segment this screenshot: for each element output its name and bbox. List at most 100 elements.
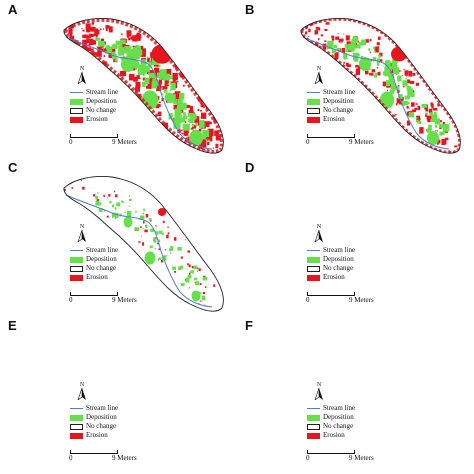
deposition-patch — [135, 210, 137, 213]
erosion-patch — [73, 45, 76, 48]
erosion-patch — [449, 123, 450, 125]
erosion-patch — [154, 67, 159, 71]
erosion-patch — [94, 29, 100, 35]
deposition-patch — [111, 54, 117, 59]
legend-swatch-no-change — [307, 107, 320, 114]
erosion-patch — [115, 217, 117, 219]
erosion-patch — [215, 143, 219, 149]
erosion-patch — [325, 22, 330, 25]
erosion-patch — [167, 226, 169, 228]
deposition-patch — [140, 215, 145, 220]
erosion-patch — [334, 54, 339, 59]
deposition-patch — [112, 53, 116, 57]
deposition-patch — [105, 45, 110, 50]
erosion-patch — [317, 27, 321, 31]
deposition-patch — [153, 74, 155, 76]
deposition-patch — [134, 67, 137, 70]
erosion-patch — [96, 199, 100, 202]
panel-label-b: B — [245, 2, 255, 17]
erosion-patch — [128, 38, 131, 41]
deposition-patch — [114, 207, 117, 210]
legend-item-deposition: Deposition — [70, 413, 118, 422]
erosion-patch — [410, 102, 415, 107]
deposition-patch — [415, 117, 418, 120]
deposition-patch — [177, 117, 184, 123]
deposition-patch — [185, 277, 190, 283]
erosion-patch — [91, 214, 92, 216]
legend-label-stream: Stream line — [323, 246, 356, 254]
erosion-patch — [126, 30, 132, 37]
deposition-patch — [155, 82, 159, 86]
erosion-patch — [378, 36, 381, 40]
north-arrow: N — [313, 66, 474, 226]
deposition-patch — [163, 89, 168, 93]
erosion-patch — [138, 241, 141, 243]
deposition-patch — [136, 49, 143, 56]
deposition-patch — [189, 271, 192, 273]
deposition-patch — [202, 129, 210, 137]
erosion-patch — [175, 92, 181, 100]
erosion-patch — [157, 111, 162, 117]
erosion-patch — [331, 38, 335, 41]
erosion-patch — [174, 65, 178, 69]
erosion-patch — [142, 242, 145, 246]
deposition-patch — [148, 61, 154, 66]
deposition-patch — [402, 80, 408, 87]
deposition-patch — [120, 39, 126, 45]
erosion-patch — [93, 194, 96, 197]
erosion-patch — [190, 127, 194, 130]
erosion-patch — [181, 132, 183, 134]
erosion-patch — [95, 32, 99, 37]
erosion-patch — [365, 39, 369, 43]
erosion-patch — [144, 106, 146, 109]
erosion-patch — [66, 41, 68, 45]
scale-start-label: 0 — [306, 296, 310, 304]
deposition-patch — [132, 46, 136, 51]
deposition-patch — [203, 135, 207, 140]
erosion-patch — [285, 33, 286, 35]
erosion-patch — [101, 48, 104, 51]
erosion-patch — [161, 260, 164, 263]
deposition-patch — [188, 274, 191, 276]
deposition-patch — [177, 247, 182, 251]
erosion-patch — [135, 81, 141, 88]
erosion-patch — [63, 47, 65, 50]
deposition-patch — [199, 116, 202, 118]
erosion-patch — [100, 38, 104, 42]
erosion-patch — [200, 110, 202, 112]
deposition-patch — [148, 218, 152, 221]
erosion-patch — [343, 33, 345, 35]
scale-end-label: 9 Meters — [112, 454, 137, 462]
deposition-patch — [111, 212, 116, 217]
erosion-patch — [207, 134, 213, 142]
deposition-patch — [161, 232, 164, 235]
north-label: N — [316, 224, 322, 230]
erosion-patch — [157, 259, 159, 261]
legend-swatch-erosion — [307, 274, 320, 281]
erosion-patch — [185, 239, 186, 241]
legend-item-stream: Stream line — [307, 88, 355, 97]
deposition-patch — [157, 239, 161, 243]
legend-label-deposition: Deposition — [323, 255, 354, 263]
erosion-patch — [59, 32, 60, 33]
erosion-patch — [205, 121, 210, 127]
deposition-patch — [384, 61, 391, 68]
erosion-patch — [412, 73, 416, 76]
deposition-patch — [405, 77, 407, 80]
erosion-patch — [81, 180, 83, 182]
legend-swatch-no-change — [307, 265, 320, 272]
legend-label-deposition: Deposition — [86, 97, 117, 105]
erosion-patch — [382, 81, 387, 87]
deposition-patch — [351, 40, 356, 45]
erosion-patch — [369, 51, 371, 54]
erosion-patch — [181, 127, 183, 129]
erosion-patch — [142, 213, 144, 215]
deposition-patch — [159, 230, 163, 234]
map-panel-e: E N Stream line Deposition No change Ero… — [0, 316, 237, 474]
erosion-patch — [419, 118, 421, 120]
erosion-patch — [103, 61, 107, 65]
deposition-patch — [444, 124, 450, 132]
deposition-patch — [439, 131, 444, 136]
erosion-patch — [436, 139, 441, 144]
erosion-patch — [164, 81, 169, 85]
